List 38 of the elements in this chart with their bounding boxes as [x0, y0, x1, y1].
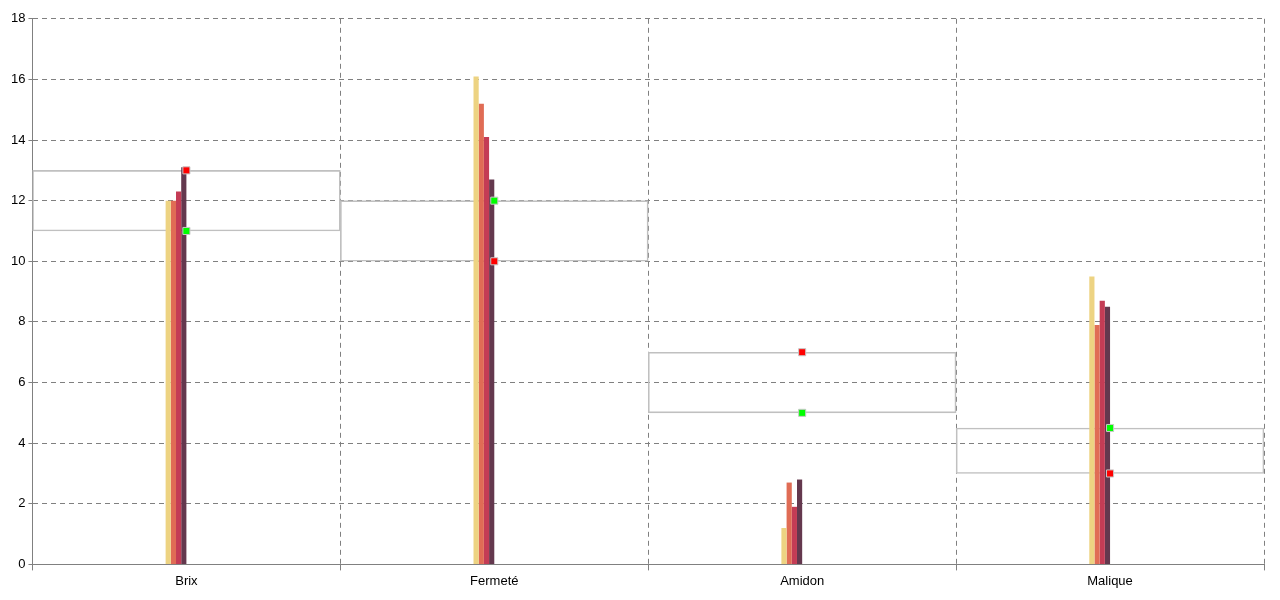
bar — [786, 482, 792, 564]
x-tick-label: Brix — [175, 572, 199, 588]
bar — [176, 191, 182, 564]
x-tick-label: Fermeté — [470, 572, 519, 588]
y-tick-label: 10 — [10, 252, 26, 268]
y-tick-label: 16 — [10, 71, 26, 86]
point — [182, 226, 191, 236]
point — [1106, 423, 1115, 433]
bar — [489, 179, 495, 564]
point — [798, 408, 807, 417]
y-tick-label: 0 — [18, 555, 26, 571]
bar — [473, 76, 479, 564]
bar — [1099, 300, 1105, 564]
bar — [781, 528, 787, 564]
y-tick-label: 4 — [18, 434, 26, 450]
y-tick-label: 14 — [10, 131, 26, 147]
y-tick-label: 2 — [18, 495, 26, 511]
bar — [478, 103, 484, 564]
y-tick-label: 18 — [10, 10, 26, 26]
point — [1106, 469, 1115, 478]
bar — [170, 200, 177, 564]
bar — [791, 506, 797, 564]
x-tick-label: Amidon — [780, 572, 825, 588]
bar — [181, 167, 187, 564]
y-tick-label: 8 — [18, 313, 26, 329]
point — [182, 166, 191, 175]
bar — [796, 479, 803, 564]
bar — [1104, 306, 1111, 564]
y-tick-label: 6 — [18, 374, 26, 390]
point — [490, 196, 499, 205]
point — [798, 348, 807, 357]
bar — [165, 200, 171, 564]
bar — [1089, 276, 1095, 564]
y-tick-label: 12 — [10, 192, 26, 208]
x-tick-label: Malique — [1087, 572, 1133, 588]
bar — [483, 137, 490, 564]
point — [490, 257, 499, 266]
bar — [1094, 324, 1100, 564]
